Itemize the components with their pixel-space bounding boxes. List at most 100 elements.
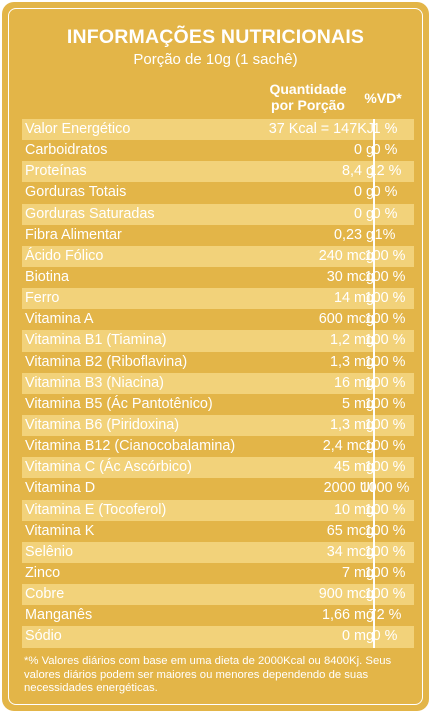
nutrient-vd: 100 %	[364, 438, 406, 455]
nutrient-vd: 0 %	[372, 142, 398, 159]
nutrient-name: Manganês	[25, 607, 93, 624]
column-header-vd: %VD*	[364, 90, 402, 106]
table-row: Vitamina B1 (Tiamina) 1,2 mg 100 %	[22, 330, 414, 352]
nutrient-name: Zinco	[25, 564, 61, 581]
nutrient-name: Vitamina B6 (Piridoxina)	[25, 416, 180, 433]
table-row: Vitamina K 65 mcg 100 %	[22, 521, 414, 542]
nutrient-vd: 1 %	[372, 121, 398, 137]
nutrient-quantity: 7 mg	[342, 564, 374, 581]
nutrient-quantity: 0 mg	[342, 628, 374, 645]
nutrient-name: Vitamina B12 (Cianocobalamina)	[25, 438, 236, 455]
nutrient-vd: 100 %	[364, 290, 406, 307]
table-row: Vitamina E (Tocoferol) 10 mg 100 %	[22, 499, 414, 521]
nutrient-vd: 100 %	[364, 353, 406, 370]
nutrient-quantity: 8,4 g	[341, 163, 374, 180]
nutrient-vd: 0 %	[372, 628, 398, 645]
nutrient-name: Cobre	[25, 586, 65, 603]
table-row: Fibra Alimentar 0,23 g 1%	[22, 225, 414, 246]
nutrient-quantity: 37 Kcal = 147KJ	[268, 121, 374, 137]
nutrient-vd: 100 %	[364, 395, 406, 412]
nutrient-name: Vitamina E (Tocoferol)	[25, 501, 167, 518]
nutrient-name: Vitamina K	[25, 522, 95, 539]
column-divider	[373, 119, 375, 648]
nutrient-quantity: 240 mcg	[318, 247, 374, 264]
nutrient-quantity: 16 mg	[334, 374, 374, 391]
nutrient-vd: 0 %	[372, 184, 398, 201]
table-row: Biotina 30 mcg 100 %	[22, 267, 414, 288]
nutrient-name: Ácido Fólico	[25, 247, 104, 264]
footnote: *% Valores diários com base em uma dieta…	[24, 655, 392, 694]
nutrient-vd: 100 %	[364, 501, 406, 518]
nutrient-quantity: 45 mg	[334, 459, 374, 476]
nutrient-vd: 1000 %	[360, 480, 410, 497]
nutrient-name: Selênio	[25, 543, 74, 560]
nutrient-quantity: 0 g	[353, 205, 374, 222]
nutrient-name: Vitamina A	[25, 311, 94, 328]
nutrient-name: Biotina	[25, 268, 70, 285]
nutrient-vd: 100 %	[364, 564, 406, 581]
nutrient-quantity: 5 mg	[342, 395, 374, 412]
nutrient-name: Vitamina D	[25, 480, 96, 497]
quantity-header-line1: Quantidade	[269, 81, 347, 97]
table-row: Vitamina A 600 mcg 100 %	[22, 309, 414, 330]
nutrient-vd: 100 %	[364, 543, 406, 560]
column-header-quantity: Quantidade por Porção	[242, 81, 374, 113]
nutrient-quantity: 1,66 mg	[322, 607, 374, 624]
nutrient-name: Vitamina B2 (Riboflavina)	[25, 353, 188, 370]
nutrient-vd: 100 %	[364, 416, 406, 433]
nutrient-name: Vitamina B1 (Tiamina)	[25, 332, 167, 349]
nutrient-vd: 1%	[374, 226, 396, 243]
nutrient-name: Vitamina B5 (Ác Pantotênico)	[25, 395, 213, 412]
nutrient-quantity: 0 g	[353, 142, 374, 159]
nutrient-quantity: 65 mcg	[326, 522, 374, 539]
table-row: Vitamina B3 (Niacina) 16 mg 100 %	[22, 372, 414, 394]
nutrient-vd: 100 %	[364, 374, 406, 391]
nutrient-name: Gorduras Totais	[25, 184, 127, 201]
nutrient-name: Vitamina C (Ác Ascórbico)	[25, 459, 192, 476]
nutrient-name: Carboidratos	[25, 142, 108, 159]
nutrient-quantity: 900 mcg	[318, 586, 374, 603]
table-row: Selênio 34 mcg 100 %	[22, 541, 414, 563]
nutrient-vd: 100 %	[364, 247, 406, 264]
nutrient-name: Valor Energético	[25, 121, 131, 137]
table-row: Proteínas 8,4 g 12 %	[22, 161, 414, 183]
nutrient-quantity: 2000 UI	[323, 480, 374, 497]
nutrient-quantity: 600 mcg	[318, 311, 374, 328]
table-row: Manganês 1,66 mg 72 %	[22, 605, 414, 626]
table-row: Valor Energético 37 Kcal = 147KJ 1 %	[22, 119, 414, 141]
nutrient-name: Sódio	[25, 628, 62, 645]
nutrient-quantity: 1,3 mg	[330, 353, 374, 370]
nutrient-name: Gorduras Saturadas	[25, 205, 155, 222]
table-row: Vitamina C (Ác Ascórbico) 45 mg 100 %	[22, 457, 414, 479]
label-title: INFORMAÇÕES NUTRICIONAIS	[66, 26, 365, 48]
nutrient-quantity: 34 mcg	[326, 543, 374, 560]
nutrient-quantity: 0 g	[353, 184, 374, 201]
table-row: Sódio 0 mg 0 %	[22, 626, 414, 648]
nutrient-quantity: 30 mcg	[326, 268, 374, 285]
nutrient-vd: 72 %	[368, 607, 402, 624]
table-row: Zinco 7 mg 100 %	[22, 563, 414, 584]
nutrient-vd: 100 %	[364, 268, 406, 285]
nutrient-name: Fibra Alimentar	[25, 226, 122, 243]
nutrient-quantity: 0,23 g	[333, 226, 374, 243]
nutrient-vd: 100 %	[364, 586, 406, 603]
nutrient-quantity: 1,3 mg	[330, 416, 374, 433]
table-row: Ferro 14 mg 100 %	[22, 288, 414, 310]
label-border	[8, 8, 423, 705]
nutrient-quantity: 1,2 mg	[330, 332, 374, 349]
table-row: Ácido Fólico 240 mcg 100 %	[22, 245, 414, 267]
nutrient-vd: 100 %	[364, 332, 406, 349]
nutrient-quantity: 14 mg	[334, 290, 374, 307]
table-row: Vitamina B5 (Ác Pantotênico) 5 mg 100 %	[22, 394, 414, 415]
nutrient-name: Proteínas	[25, 163, 87, 180]
nutrient-name: Vitamina B3 (Niacina)	[25, 374, 164, 391]
nutrient-vd: 100 %	[364, 522, 406, 539]
nutrient-vd: 100 %	[364, 459, 406, 476]
table-row: Vitamina B2 (Riboflavina) 1,3 mg 100 %	[22, 352, 414, 373]
table-row: Vitamina B6 (Piridoxina) 1,3 mg 100 %	[22, 414, 414, 437]
nutrient-name: Ferro	[25, 290, 60, 307]
